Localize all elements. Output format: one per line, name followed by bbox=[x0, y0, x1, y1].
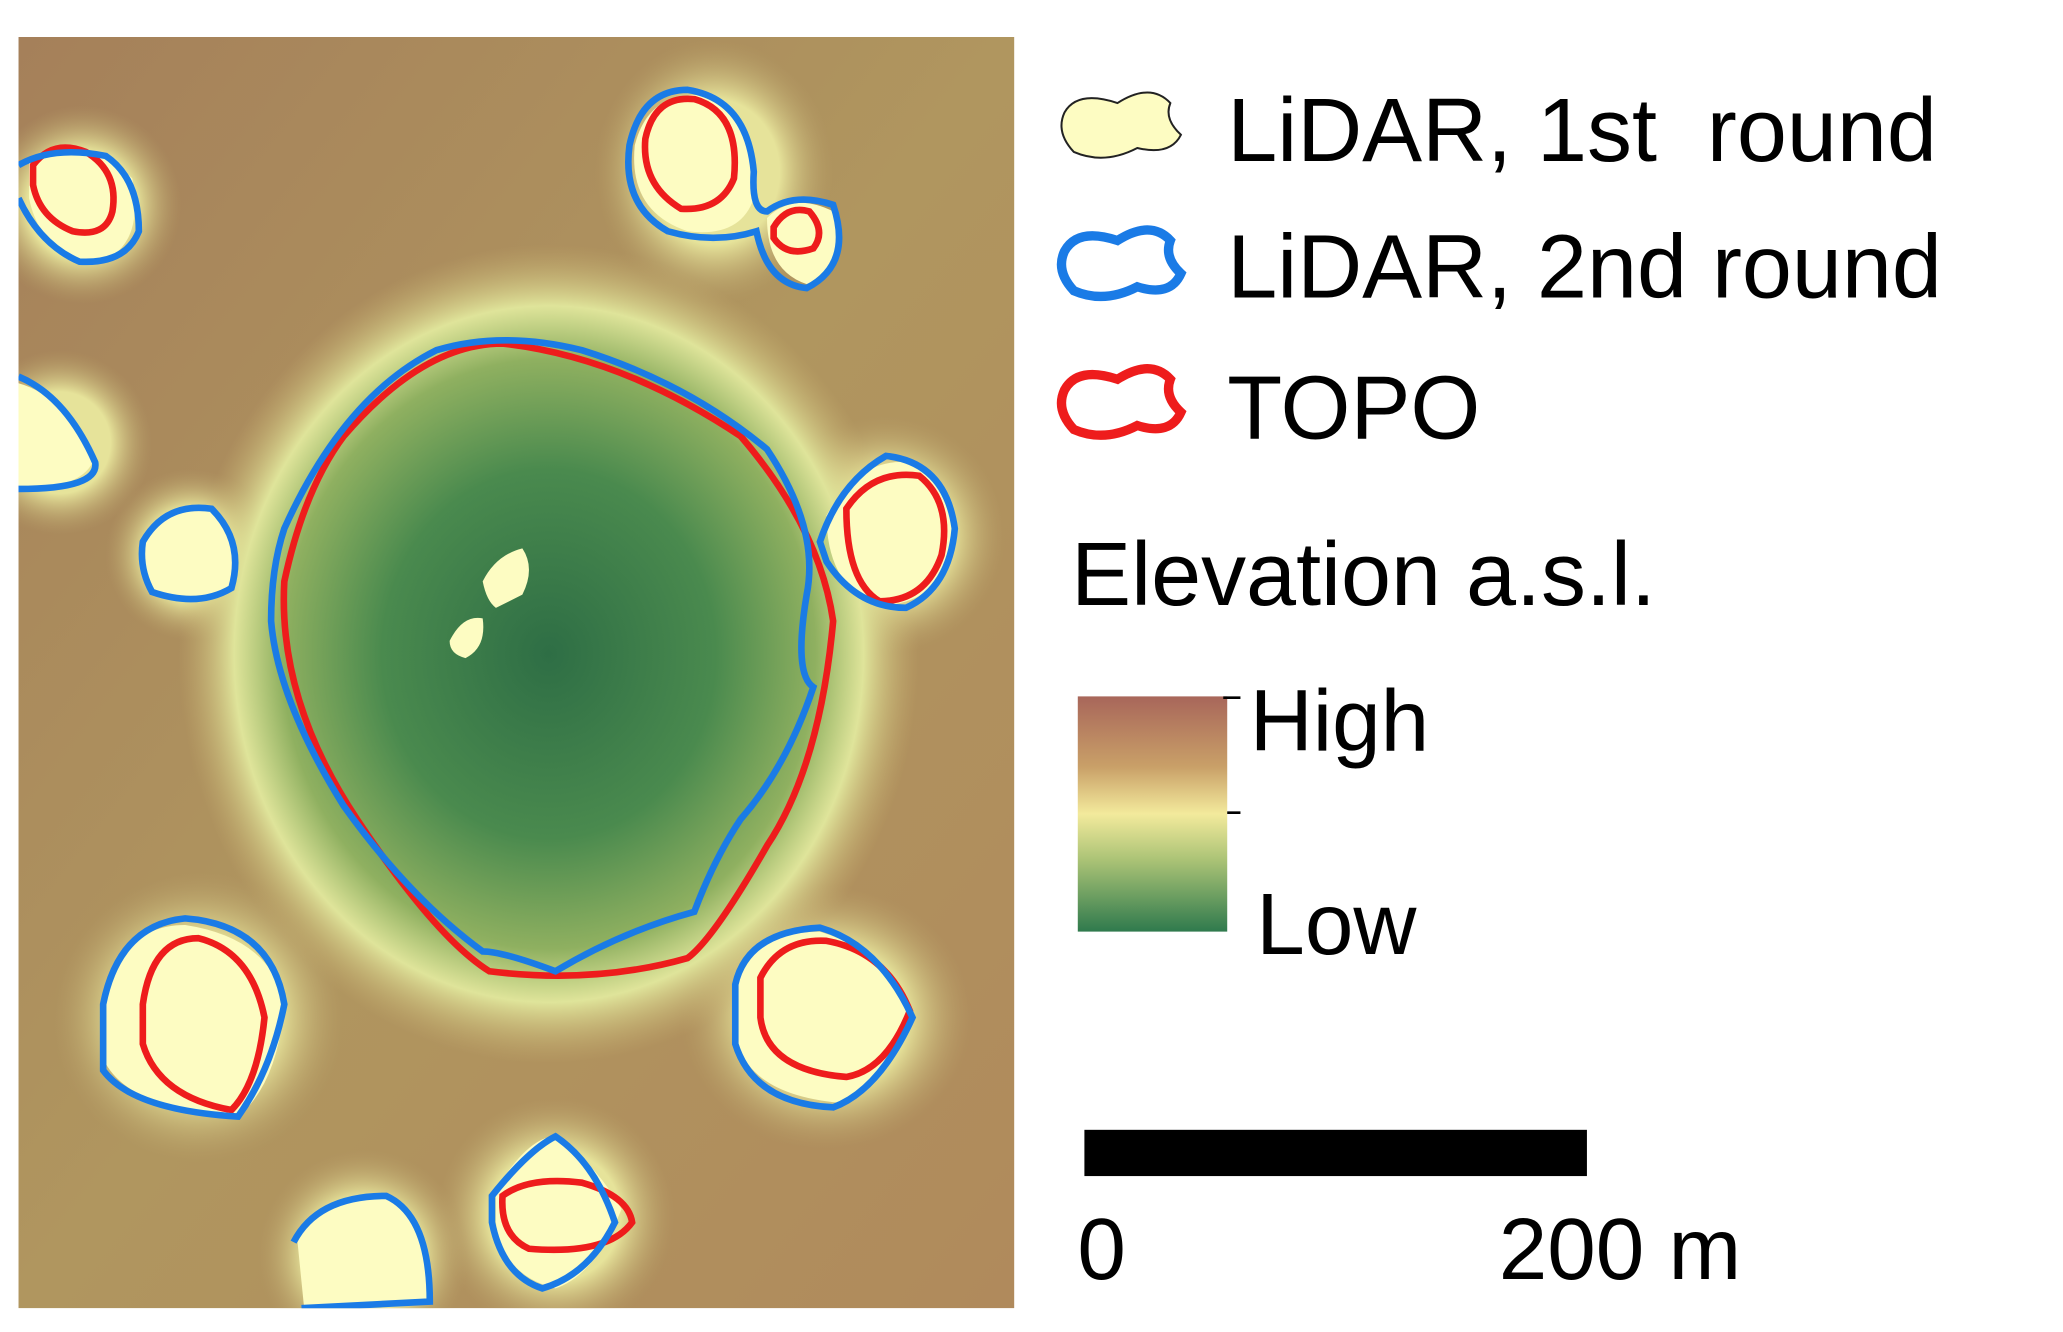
scale-bar-start: 0 bbox=[1077, 1201, 1126, 1298]
scale-bar-end: 200 m bbox=[1499, 1201, 1742, 1298]
colorbar-low-label: Low bbox=[1256, 876, 1417, 973]
legend-label: LiDAR, 1st round bbox=[1227, 81, 1937, 181]
map bbox=[18, 37, 1015, 1309]
topo-outlines bbox=[29, 95, 948, 1254]
legend-swatch-lidar-2nd bbox=[1056, 225, 1187, 302]
colorbar-high-label: High bbox=[1250, 673, 1429, 770]
colorbar bbox=[1077, 696, 1228, 932]
crater bbox=[178, 244, 920, 1064]
legend-swatch-lidar-1st bbox=[1060, 91, 1183, 159]
scale-bar bbox=[1084, 1129, 1587, 1177]
legend-label: TOPO bbox=[1227, 359, 1480, 459]
colorbar-title: Elevation a.s.l. bbox=[1071, 525, 1656, 625]
legend-label: LiDAR, 2nd round bbox=[1227, 217, 1942, 317]
lidar-2nd-round-outlines bbox=[18, 86, 959, 1309]
legend: LiDAR, 1st round LiDAR, 2nd round TOPO E… bbox=[1056, 81, 1942, 1298]
legend-swatch-topo bbox=[1056, 364, 1187, 440]
